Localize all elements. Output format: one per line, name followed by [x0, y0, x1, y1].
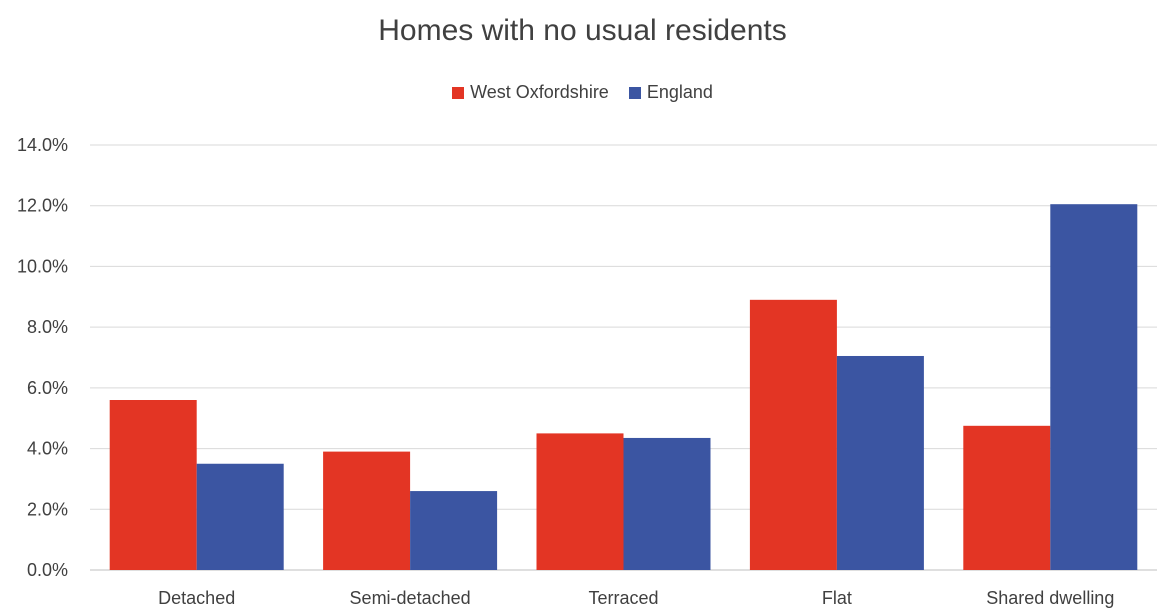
- y-tick-label: 14.0%: [17, 135, 68, 155]
- bar-england: [410, 491, 498, 570]
- bar-england: [623, 437, 711, 570]
- x-tick-label: Flat: [822, 588, 852, 608]
- x-tick-label: Terraced: [588, 588, 658, 608]
- x-tick-label: Detached: [158, 588, 235, 608]
- bar-west-oxfordshire: [323, 451, 411, 570]
- legend-swatch-west-oxfordshire: [452, 86, 465, 99]
- y-tick-label: 6.0%: [27, 378, 68, 398]
- y-tick-label: 0.0%: [27, 560, 68, 580]
- y-tick-label: 4.0%: [27, 439, 68, 459]
- bar-west-oxfordshire: [749, 299, 837, 570]
- x-tick-label: Semi-detached: [350, 588, 471, 608]
- legend: West Oxfordshire England: [0, 82, 1165, 103]
- y-tick-label: 2.0%: [27, 499, 68, 519]
- y-tick-label: 12.0%: [17, 196, 68, 216]
- bar-england: [1050, 204, 1138, 571]
- legend-label-england: England: [646, 82, 713, 102]
- legend-item-west-oxfordshire: West Oxfordshire: [452, 82, 609, 103]
- bar-england: [196, 463, 284, 570]
- bar-west-oxfordshire: [536, 433, 624, 570]
- bar-west-oxfordshire: [109, 400, 197, 570]
- x-tick-label: Shared dwelling: [986, 588, 1114, 608]
- legend-label-west-oxfordshire: West Oxfordshire: [470, 82, 609, 102]
- bar-england: [836, 355, 924, 570]
- y-tick-label: 10.0%: [17, 256, 68, 276]
- chart-title: Homes with no usual residents: [378, 14, 787, 47]
- y-tick-label: 8.0%: [27, 317, 68, 337]
- bar-west-oxfordshire: [963, 425, 1051, 570]
- legend-item-england: England: [628, 82, 713, 103]
- legend-swatch-england: [628, 86, 641, 99]
